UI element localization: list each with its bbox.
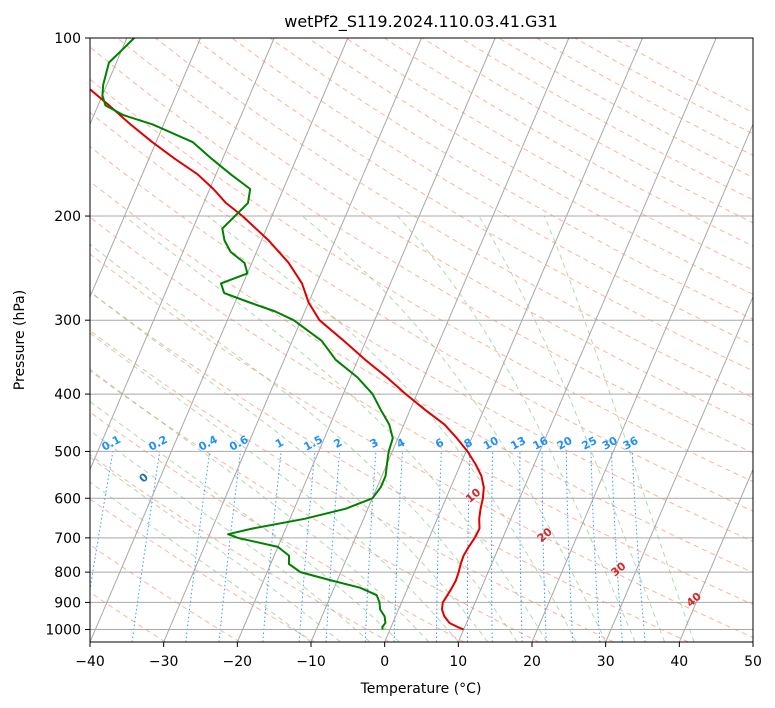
mixing-ratio-line bbox=[262, 451, 282, 642]
isotherm-line bbox=[90, 38, 201, 299]
isotherm-line bbox=[678, 468, 753, 642]
x-tick-label: −30 bbox=[149, 654, 179, 670]
dry-adiabat-line bbox=[90, 46, 753, 454]
mixing-ratio-label: 36 bbox=[621, 434, 641, 453]
mixing-ratio-label: 30 bbox=[600, 434, 620, 453]
dry-adiabat-line bbox=[90, 498, 315, 642]
isotherm-line bbox=[163, 38, 422, 642]
dry-adiabat-line bbox=[90, 370, 540, 642]
x-tick-label: −10 bbox=[296, 654, 326, 670]
dry-adiabat-line bbox=[90, 291, 689, 642]
mixing-ratio-label: 16 bbox=[531, 434, 551, 453]
y-tick-label: 1000 bbox=[45, 623, 81, 639]
dry-adiabat-line bbox=[90, 216, 753, 606]
mixing-ratio-label: 10 bbox=[481, 434, 501, 453]
isotherm-line bbox=[457, 38, 717, 642]
series-layer bbox=[90, 38, 485, 631]
dry-adiabat-line bbox=[90, 78, 753, 483]
moist-adiabat-line bbox=[90, 400, 400, 642]
isotherm-line bbox=[384, 38, 643, 642]
mixing-ratio-line bbox=[185, 451, 211, 642]
dry-adiabat-line bbox=[231, 38, 753, 346]
x-tick-label: −20 bbox=[223, 654, 253, 670]
moist-adiabat-line bbox=[301, 215, 607, 642]
y-tick-label: 300 bbox=[54, 313, 81, 329]
dry-adiabat-line bbox=[307, 38, 753, 295]
x-tick-label: 10 bbox=[449, 654, 467, 670]
isotherm-line bbox=[531, 123, 753, 642]
dry-adiabat-line bbox=[155, 38, 753, 399]
chart-title: wetPf2_S119.2024.110.03.41.G31 bbox=[284, 12, 558, 32]
isotherm-line bbox=[90, 38, 349, 642]
dry-adiabat-line bbox=[90, 411, 465, 642]
isotherm-line bbox=[90, 38, 275, 471]
plot-frame bbox=[89, 37, 754, 643]
y-tick-label: 700 bbox=[54, 531, 81, 547]
x-tick-label: 20 bbox=[523, 654, 541, 670]
moist-adiabat-line bbox=[478, 215, 666, 642]
moist-adiabat-line bbox=[90, 291, 489, 642]
x-tick-label: −40 bbox=[75, 654, 105, 670]
x-tick-label: 50 bbox=[744, 654, 762, 670]
dry-adiabat-line bbox=[90, 330, 614, 642]
mixing-ratio-label: 25 bbox=[580, 434, 600, 453]
moist-adiabat-line bbox=[90, 332, 459, 642]
profile-line-2 bbox=[101, 38, 394, 630]
axis-ticks: −40 −30 −20 −10 0 10 20 30 40 50 100 200 300 400 500 60… bbox=[45, 31, 762, 670]
isotherm-line bbox=[236, 38, 496, 642]
y-tick-label: 800 bbox=[54, 565, 81, 581]
isotherm-line bbox=[605, 295, 753, 642]
y-axis-label: Pressure (hPa) bbox=[12, 290, 28, 390]
y-tick-label: 400 bbox=[54, 387, 81, 403]
moist-adiabat-line bbox=[90, 481, 312, 642]
dry-adiabat-line bbox=[90, 111, 753, 512]
mixing-ratio-line bbox=[218, 451, 241, 642]
x-axis-label: Temperature (°C) bbox=[360, 681, 482, 697]
mixing-ratio-label: 13 bbox=[508, 434, 528, 453]
dry-adiabat-line bbox=[193, 38, 753, 372]
isotherm-line bbox=[310, 38, 570, 642]
y-tick-label: 900 bbox=[54, 595, 81, 611]
profile-line-1 bbox=[90, 87, 485, 631]
x-tick-label: 0 bbox=[380, 654, 389, 670]
grid bbox=[90, 38, 753, 642]
moist-adiabat-line bbox=[90, 430, 371, 642]
dry-adiabat-line bbox=[90, 591, 166, 642]
mixing-ratio-label: 20 bbox=[555, 434, 575, 453]
y-tick-label: 100 bbox=[54, 31, 81, 47]
dry-adiabat-line bbox=[117, 38, 753, 426]
y-tick-label: 500 bbox=[54, 444, 81, 460]
dry-adiabat-line bbox=[90, 145, 753, 543]
moist-adiabat-line bbox=[90, 368, 430, 642]
dry-adiabat-line bbox=[90, 253, 753, 639]
x-tick-label: 30 bbox=[597, 654, 615, 670]
moist-adiabat-line bbox=[543, 215, 695, 642]
background-lines bbox=[90, 38, 753, 642]
y-tick-label: 200 bbox=[54, 209, 81, 225]
x-tick-label: 40 bbox=[670, 654, 688, 670]
dry-adiabat-line bbox=[90, 454, 390, 642]
y-tick-label: 600 bbox=[54, 491, 81, 507]
moist-adiabat-line bbox=[123, 215, 548, 642]
moist-adiabat-line bbox=[207, 215, 577, 642]
mixing-ratio-line bbox=[90, 451, 114, 593]
